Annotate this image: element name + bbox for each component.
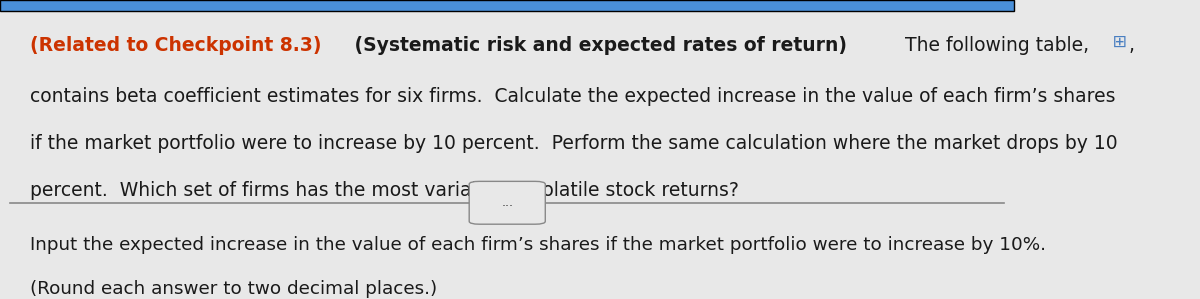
Text: if the market portfolio were to increase by 10 percent.  Perform the same calcul: if the market portfolio were to increase… xyxy=(30,134,1118,153)
FancyBboxPatch shape xyxy=(0,0,1014,11)
Text: percent.  Which set of firms has the most variable or volatile stock returns?: percent. Which set of firms has the most… xyxy=(30,181,739,200)
Text: (Related to Checkpoint 8.3): (Related to Checkpoint 8.3) xyxy=(30,36,322,55)
Text: (Systematic risk and expected rates of return): (Systematic risk and expected rates of r… xyxy=(348,36,847,55)
Text: ⊞: ⊞ xyxy=(1106,33,1127,51)
Text: The following table,: The following table, xyxy=(893,36,1088,55)
Text: ...: ... xyxy=(502,196,514,209)
FancyBboxPatch shape xyxy=(469,181,545,224)
Text: Input the expected increase in the value of each firm’s shares if the market por: Input the expected increase in the value… xyxy=(30,236,1046,254)
Text: ,: , xyxy=(1128,36,1134,55)
Text: contains beta coefficient estimates for six firms.  Calculate the expected incre: contains beta coefficient estimates for … xyxy=(30,87,1116,106)
Text: (Round each answer to two decimal places.): (Round each answer to two decimal places… xyxy=(30,280,438,298)
